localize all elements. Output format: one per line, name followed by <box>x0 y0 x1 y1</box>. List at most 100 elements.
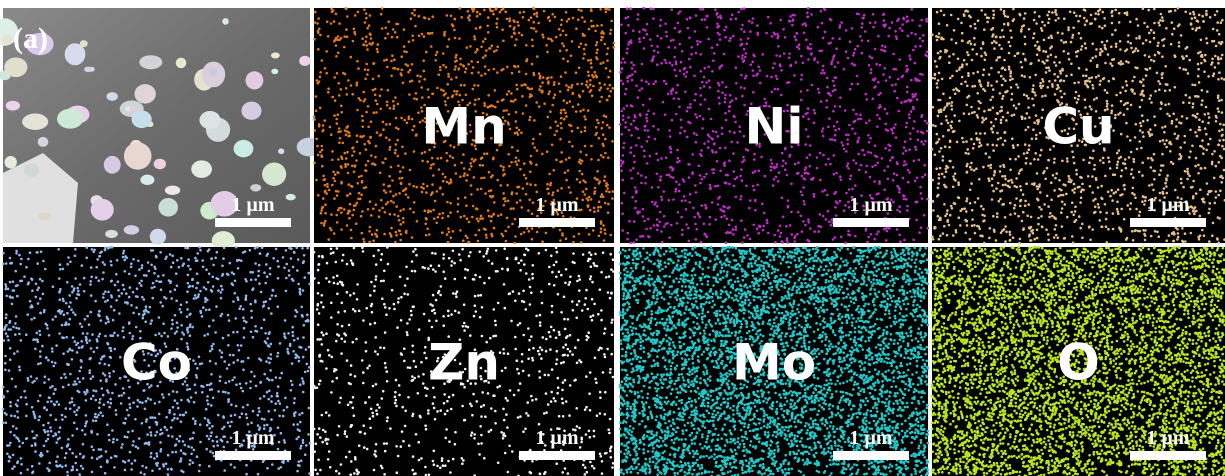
map-dot <box>914 146 917 149</box>
map-dot <box>927 227 930 230</box>
map-dot <box>990 67 993 70</box>
map-dot <box>587 199 590 202</box>
map-dot <box>492 13 495 16</box>
map-dot <box>442 180 445 183</box>
map-dot <box>210 345 213 348</box>
map-dot <box>607 47 610 50</box>
map-dot <box>213 445 216 448</box>
map-dot <box>330 133 333 136</box>
map-dot <box>85 257 88 260</box>
map-dot <box>583 20 586 23</box>
map-dot <box>1165 146 1168 149</box>
map-dot <box>635 126 638 129</box>
map-dot <box>37 363 40 366</box>
map-dot <box>785 225 788 228</box>
map-dot <box>350 229 353 232</box>
map-dot <box>485 234 488 237</box>
map-dot <box>322 197 325 200</box>
map-dot <box>449 202 452 205</box>
map-dot <box>896 209 899 212</box>
map-dot <box>861 52 864 55</box>
map-dot <box>936 141 939 144</box>
map-dot <box>669 166 672 169</box>
map-dot <box>79 283 82 286</box>
map-dot <box>982 74 985 77</box>
map-dot <box>463 175 466 178</box>
map-dot <box>475 207 478 210</box>
map-dot <box>302 380 305 383</box>
map-dot <box>1072 242 1075 245</box>
map-dot <box>455 93 458 96</box>
map-dot <box>790 183 793 186</box>
map-dot <box>965 200 968 203</box>
map-dot <box>476 11 479 14</box>
map-dot <box>1141 90 1144 93</box>
map-dot <box>399 239 402 242</box>
map-dot <box>1198 81 1201 84</box>
map-dot <box>757 169 760 172</box>
map-dot <box>970 162 973 165</box>
map-dot <box>625 17 628 20</box>
map-dot <box>515 84 518 87</box>
map-dot <box>340 182 343 185</box>
map-dot <box>375 99 378 102</box>
map-dot <box>1216 21 1219 24</box>
map-dot <box>1022 211 1025 214</box>
map-dot <box>847 57 850 60</box>
map-dot <box>637 172 640 175</box>
map-dot <box>466 217 469 220</box>
map-dot <box>916 78 919 81</box>
scale-bar-label: 1 µm <box>535 194 579 216</box>
map-dot <box>956 70 959 73</box>
map-dot <box>1132 239 1135 242</box>
map-dot <box>938 238 941 241</box>
map-dot <box>887 165 890 168</box>
map-dot <box>964 232 967 235</box>
map-dot <box>678 183 681 186</box>
map-dot <box>1204 54 1207 57</box>
map-dot <box>485 236 488 239</box>
map-dot <box>803 32 806 35</box>
map-dot <box>674 46 677 49</box>
map-dot <box>219 315 222 318</box>
map-dot <box>189 323 192 326</box>
map-dot <box>981 235 984 238</box>
map-dot <box>957 196 960 199</box>
map-dot <box>898 110 901 113</box>
map-dot <box>1120 175 1123 178</box>
map-dot <box>1093 168 1096 171</box>
map-dot <box>1180 122 1183 125</box>
map-dot <box>581 16 584 19</box>
map-dot <box>161 305 164 308</box>
map-dot <box>876 125 879 128</box>
map-dot <box>162 396 165 399</box>
map-dot <box>892 53 895 56</box>
map-dot <box>975 132 978 135</box>
map-dot <box>233 466 236 469</box>
map-dot <box>1160 102 1163 105</box>
map-dot <box>374 163 377 166</box>
map-dot <box>1150 59 1153 62</box>
map-dot <box>1079 15 1082 18</box>
map-dot <box>346 93 349 96</box>
map-dot <box>1091 228 1094 231</box>
map-dot <box>1082 159 1085 162</box>
map-dot <box>530 27 533 30</box>
map-dot <box>852 159 855 162</box>
map-dot <box>234 414 237 417</box>
map-dot <box>821 69 824 72</box>
map-dot <box>744 56 747 59</box>
map-dot <box>73 411 76 414</box>
map-dot <box>1125 60 1128 63</box>
map-dot <box>1075 51 1078 54</box>
map-dot <box>568 86 571 89</box>
map-dot <box>413 9 416 12</box>
map-dot <box>102 293 105 296</box>
map-dot <box>724 94 727 97</box>
map-dot <box>398 230 401 233</box>
map-dot <box>938 177 941 180</box>
map-dot <box>1144 234 1147 237</box>
map-dot <box>692 207 695 210</box>
map-dot <box>602 224 605 227</box>
map-dot <box>1029 76 1032 79</box>
